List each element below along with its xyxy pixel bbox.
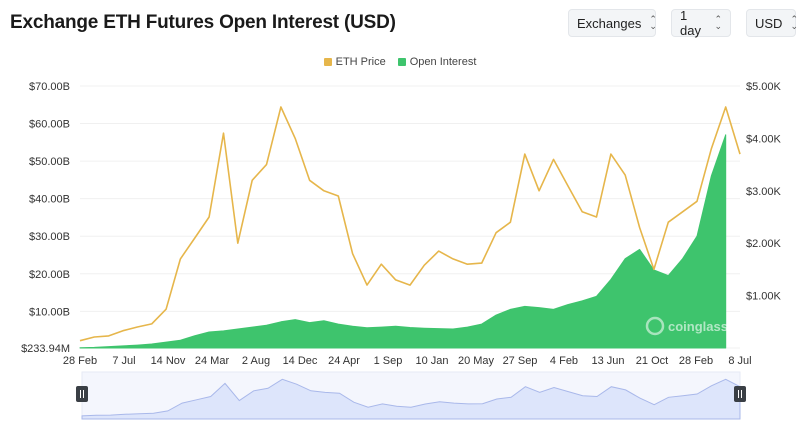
chart-legend: ETH Price Open Interest — [0, 56, 800, 68]
navigator-handle-left[interactable] — [76, 386, 88, 402]
x-tick-label: 7 Jul — [112, 355, 135, 367]
exchanges-select-label: Exchanges — [577, 15, 642, 31]
chevron-up-down-icon: ⌃ ⌄ — [649, 14, 657, 31]
y-left-tick-label: $70.00B — [29, 81, 70, 93]
interval-select-label: 1 day — [680, 8, 701, 38]
y-right-tick-label: $4.00K — [746, 133, 782, 145]
handle-body — [734, 386, 746, 402]
legend-label-oi: Open Interest — [409, 56, 477, 68]
legend-swatch-price — [323, 58, 332, 66]
page-title: Exchange ETH Futures Open Interest (USD) — [10, 12, 396, 33]
chevron-up-down-icon: ⌃ ⌄ — [714, 14, 722, 31]
x-tick-label: 13 Jun — [591, 355, 624, 367]
legend-swatch-oi — [397, 58, 406, 66]
currency-select-label: USD — [755, 15, 783, 31]
legend-item-open-interest[interactable]: Open Interest — [397, 56, 477, 68]
y-right-tick-label: $3.00K — [746, 186, 782, 198]
x-tick-label: 24 Mar — [195, 355, 230, 367]
y-left-tick-label: $10.00B — [29, 306, 70, 318]
x-tick-label: 10 Jan — [415, 355, 448, 367]
legend-label-price: ETH Price — [335, 56, 386, 68]
x-tick-label: 28 Feb — [679, 355, 713, 367]
x-tick-label: 27 Sep — [503, 355, 538, 367]
x-tick-label: 28 Feb — [63, 355, 97, 367]
x-tick-label: 1 Sep — [374, 355, 403, 367]
coinglass-logo-icon — [645, 316, 665, 336]
y-right-tick-label: $5.00K — [746, 81, 782, 93]
navigator-handle-right[interactable] — [734, 386, 746, 402]
x-tick-label: 4 Feb — [550, 355, 578, 367]
x-tick-label: 14 Dec — [283, 355, 318, 367]
y-left-tick-label: $30.00B — [29, 231, 70, 243]
x-tick-label: 8 Jul — [728, 355, 751, 367]
x-tick-label: 2 Aug — [242, 355, 270, 367]
watermark-text: coinglass — [668, 319, 728, 334]
y-left-tick-label: $20.00B — [29, 269, 70, 281]
currency-select[interactable]: USD ⌃ ⌄ — [746, 9, 798, 37]
exchanges-select[interactable]: Exchanges ⌃ ⌄ — [568, 9, 657, 37]
handle-body — [76, 386, 88, 402]
y-right-tick-label: $1.00K — [746, 291, 782, 303]
legend-item-eth-price[interactable]: ETH Price — [323, 56, 386, 68]
x-tick-label: 14 Nov — [151, 355, 186, 367]
x-tick-label: 20 May — [458, 355, 495, 367]
interval-select[interactable]: 1 day ⌃ ⌄ — [671, 8, 731, 38]
open-interest-area — [79, 134, 727, 349]
y-right-tick-label: $2.00K — [746, 238, 782, 250]
navigator-series — [81, 378, 741, 420]
chevron-up-down-icon: ⌃ ⌄ — [790, 14, 798, 31]
x-tick-label: 21 Oct — [636, 355, 668, 367]
y-left-tick-label: $60.00B — [29, 119, 70, 131]
y-left-tick-label: $233.94M — [21, 343, 70, 355]
x-tick-label: 24 Apr — [328, 355, 360, 367]
eth-price-line — [79, 106, 741, 342]
y-left-tick-label: $40.00B — [29, 194, 70, 206]
y-left-tick-label: $50.00B — [29, 156, 70, 168]
